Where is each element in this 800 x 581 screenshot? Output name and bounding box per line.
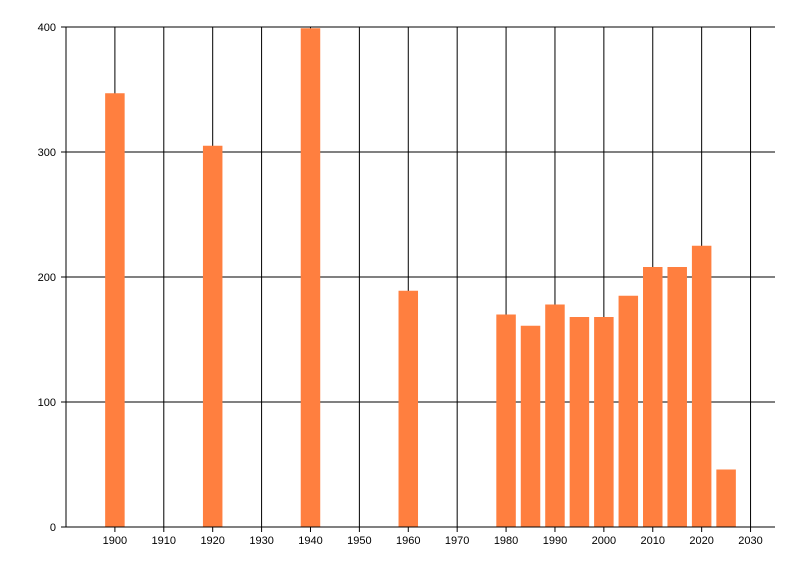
x-tick-label: 1930 <box>249 535 273 547</box>
x-tick-label: 1960 <box>396 535 420 547</box>
bar <box>569 317 590 527</box>
x-tick-label: 1970 <box>445 535 469 547</box>
bar <box>496 314 516 527</box>
y-tick-label: 100 <box>38 397 56 409</box>
x-tick-label: 2000 <box>592 535 616 547</box>
x-tick-label: 1990 <box>543 535 567 547</box>
bar <box>202 145 223 527</box>
y-tick-label: 400 <box>38 22 56 34</box>
x-tick-label: 2020 <box>689 535 713 547</box>
y-tick-label: 200 <box>38 272 56 284</box>
bar <box>716 469 736 527</box>
y-tick-label: 300 <box>38 147 56 159</box>
bar <box>545 304 565 527</box>
bar <box>398 290 419 527</box>
bar <box>691 245 712 527</box>
x-tick-label: 1940 <box>298 535 322 547</box>
x-tick-label: 2030 <box>738 535 762 547</box>
bar-series <box>105 28 736 527</box>
bar <box>300 28 321 527</box>
x-tick-label: 2010 <box>641 535 665 547</box>
bar <box>594 317 614 527</box>
axes <box>61 26 775 532</box>
bar <box>520 325 541 527</box>
bar <box>643 267 663 527</box>
x-tick-label: 1920 <box>200 535 224 547</box>
y-tick-label: 0 <box>50 522 56 534</box>
tick-labels: 1900 1910 1920 1930 1940 1950 1960 1970 1980 1990… <box>38 22 763 547</box>
x-tick-label: 1980 <box>494 535 518 547</box>
bar <box>105 93 125 527</box>
bar <box>667 267 687 527</box>
x-tick-label: 1910 <box>152 535 176 547</box>
x-tick-label: 1900 <box>103 535 127 547</box>
bar <box>618 295 639 527</box>
x-tick-label: 1950 <box>347 535 371 547</box>
